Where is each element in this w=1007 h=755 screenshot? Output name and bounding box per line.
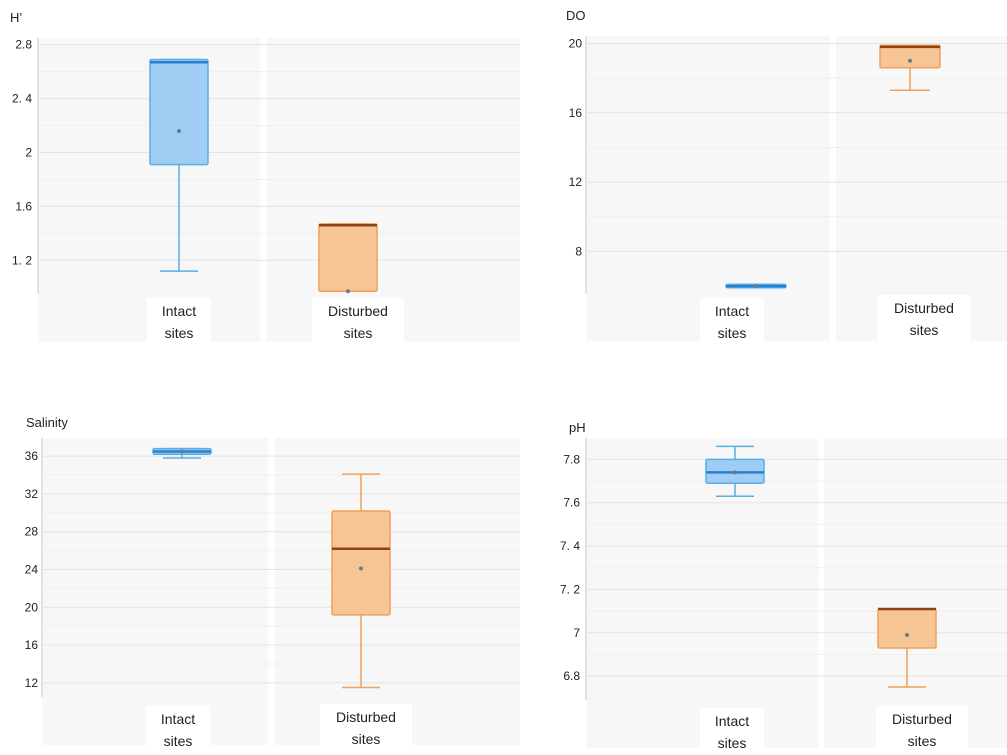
category-label: Disturbed [336,709,396,725]
category-label-bg [147,298,211,346]
mean-marker [359,566,363,571]
category-label-bg [320,704,412,750]
category-label-bg [878,295,970,343]
chart-title: pH [569,420,586,435]
iqr-box [331,510,391,616]
category-label-bg [700,708,764,750]
category-label-bg [312,298,404,346]
iqr-box [318,223,378,293]
iqr-box [877,608,937,649]
y-tick-label: 7. 2 [560,582,580,596]
y-tick-label: 20 [25,600,39,614]
y-tick-label: 36 [25,449,39,463]
y-tick-label: 8 [575,244,582,258]
y-tick-label: 12 [569,175,583,189]
intact-box [725,283,787,289]
y-tick-label: 7. 4 [560,539,580,553]
y-tick-label: 7 [573,626,580,640]
category-label: Disturbed [894,300,954,316]
category-label: sites [718,325,747,341]
y-tick-label: 7.6 [563,496,580,510]
intact-box [149,58,209,272]
mean-marker [733,470,737,475]
y-tick-label: 16 [25,638,39,652]
mean-marker [346,289,350,294]
plot-panel-right [836,36,1007,341]
y-tick-label: 16 [569,106,583,120]
category-label: Intact [162,303,196,319]
mean-marker [180,449,184,454]
disturbed-box [331,473,391,689]
plot-panel-right [824,438,1007,748]
mean-marker [177,128,181,133]
chart-title: Salinity [26,415,68,430]
category-label: Intact [715,303,749,319]
category-label-bg [700,298,764,346]
mean-marker [754,284,758,289]
y-tick-label: 24 [25,563,39,577]
chart-title: DO [566,8,586,23]
mean-marker [908,58,912,63]
y-tick-label: 32 [25,487,39,501]
disturbed-box [877,607,937,688]
y-tick-label: 20 [569,36,583,50]
mean-marker [905,632,909,637]
category-label: sites [344,325,373,341]
y-tick-label: 28 [25,525,39,539]
category-label: Intact [161,711,195,727]
chart-salinity: 12 16 20 24 28 32 36 Salinity Intact sites Disturb… [25,415,520,750]
category-label: Intact [715,713,749,729]
category-label: sites [718,735,747,750]
y-tick-label: 2.8 [15,38,32,52]
category-label-bg [146,706,210,750]
y-tick-label: 7.8 [563,452,580,466]
plot-panel-left [586,438,818,748]
disturbed-box [879,44,941,92]
chart-h-diversity: 1. 2 1.6 2 2. 4 2.8 H’ Intact sites Disturbed sit… [10,10,520,346]
plot-panel-right [274,438,520,745]
plot-panel-right [266,38,520,342]
category-label: sites [352,731,381,747]
chart-ph: 6.8 7 7. 2 7. 4 7.6 7.8 pH Intact sites Disturbed… [560,420,1007,751]
intact-box [705,445,765,497]
y-tick-label: 2. 4 [12,92,32,106]
iqr-box [149,58,209,166]
y-tick-label: 2 [25,146,32,160]
intact-box [152,447,212,459]
category-label: Disturbed [328,303,388,319]
plot-panel-left [586,36,830,341]
category-label: sites [164,733,193,749]
category-label: sites [908,733,937,749]
category-label: sites [165,325,194,341]
category-label-bg [876,706,968,750]
plot-panel-left [42,438,269,745]
iqr-box [879,44,941,69]
y-tick-label: 12 [25,676,39,690]
category-label: sites [910,322,939,338]
y-tick-label: 1.6 [15,199,32,213]
y-tick-label: 6.8 [563,669,580,683]
category-label: Disturbed [892,711,952,727]
y-tick-label: 1. 2 [12,253,32,267]
chart-do: 8 12 16 20 DO Intact sites Disturbed sites [566,8,1007,346]
disturbed-box [318,223,378,294]
chart-title: H’ [10,10,22,25]
